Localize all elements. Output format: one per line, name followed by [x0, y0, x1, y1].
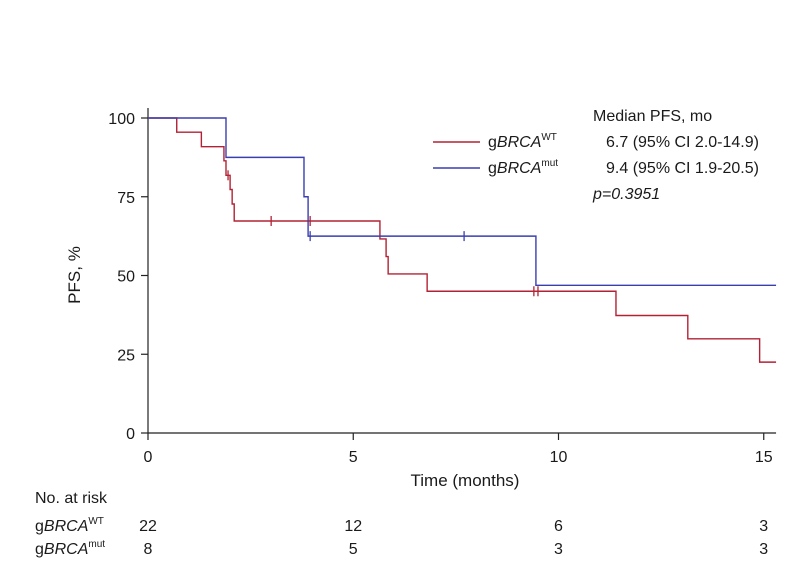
risk-count: 22: [139, 518, 157, 535]
risk-count: 3: [759, 518, 768, 535]
risk-row-label-1: gBRCAWT: [35, 516, 104, 535]
risk-count: 8: [144, 541, 153, 558]
x-tick-label: 0: [144, 449, 153, 466]
x-tick-label: 10: [550, 449, 568, 466]
series-line-2: [148, 117, 777, 286]
series-line-1: [148, 117, 777, 363]
risk-count: 3: [554, 541, 563, 558]
risk-table: No. at risk gBRCAWT 22 12 6 3 gBRCAmut 8 5 3 3: [35, 490, 768, 558]
risk-count: 6: [554, 518, 563, 535]
risk-count: 3: [759, 541, 768, 558]
risk-count: 5: [349, 541, 358, 558]
legend-label-2: gBRCAmut: [488, 158, 558, 177]
x-axis-label: Time (months): [411, 471, 520, 490]
risk-table-title: No. at risk: [35, 490, 108, 507]
axes: 0 25 50 75 100 0 5 10 15: [108, 108, 777, 466]
y-tick-label: 75: [117, 190, 135, 207]
legend-pvalue: p=0.3951: [592, 186, 660, 203]
legend-title: Median PFS, mo: [593, 108, 712, 125]
y-tick-label: 25: [117, 347, 135, 364]
y-tick-label: 50: [117, 269, 135, 286]
legend-label-1: gBRCAWT: [488, 132, 557, 151]
x-tick-label: 5: [349, 449, 358, 466]
legend: Median PFS, mo p=0.3951 gBRCAWT 6.7 (95% …: [433, 108, 759, 203]
y-axis-label: PFS, %: [65, 246, 84, 304]
risk-row-label-2: gBRCAmut: [35, 539, 105, 558]
survival-curves: [148, 117, 777, 363]
legend-median-1: 6.7 (95% CI 2.0-14.9): [606, 134, 759, 151]
y-tick-label: 0: [126, 426, 135, 443]
legend-median-2: 9.4 (95% CI 1.9-20.5): [606, 160, 759, 177]
risk-count: 12: [344, 518, 362, 535]
x-tick-label: 15: [755, 449, 773, 466]
y-tick-label: 100: [108, 111, 135, 128]
